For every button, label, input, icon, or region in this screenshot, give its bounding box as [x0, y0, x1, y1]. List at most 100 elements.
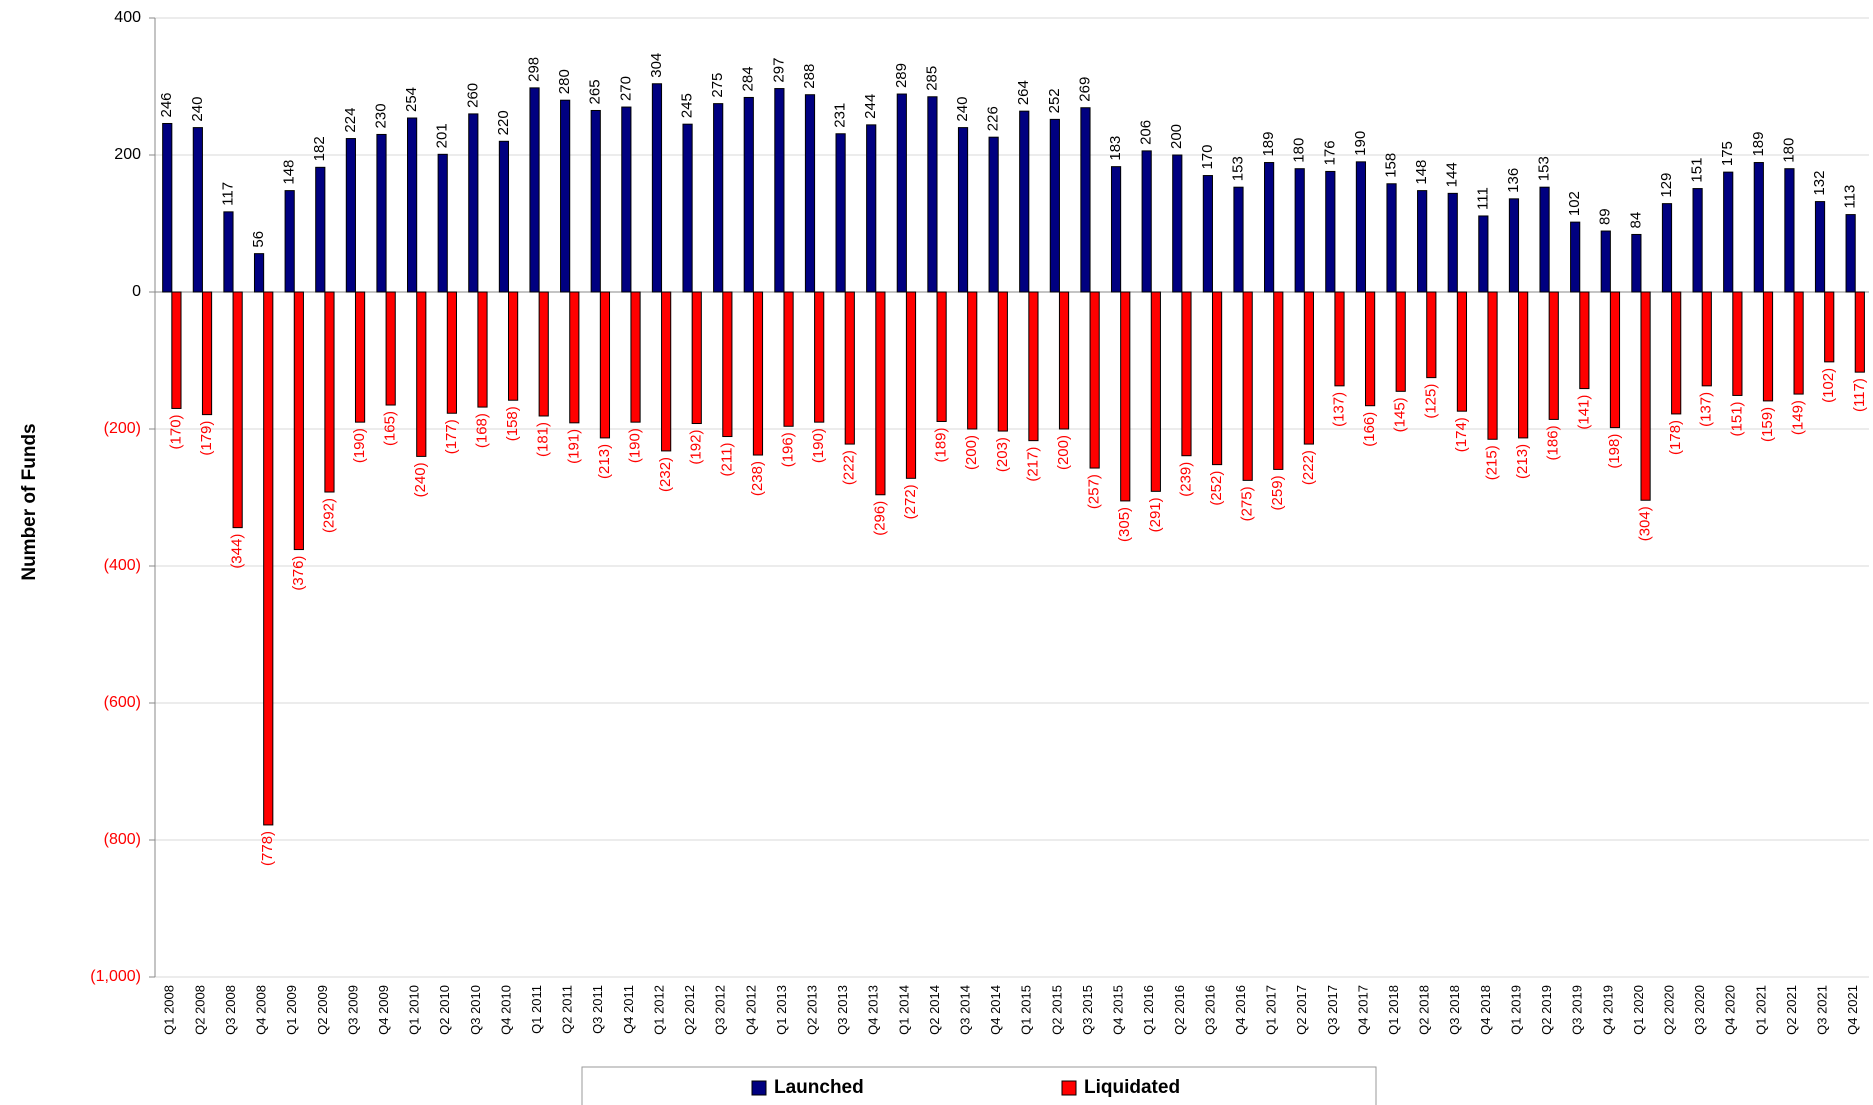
x-tick-label: Q4 2019 [1600, 985, 1615, 1035]
x-tick-label: Q4 2017 [1355, 985, 1370, 1035]
data-label: (170) [167, 414, 184, 449]
data-label: (344) [229, 534, 246, 569]
x-tick-label: Q3 2012 [713, 985, 728, 1035]
data-label: 144 [1444, 162, 1461, 187]
bar [896, 93, 907, 293]
bar [1793, 291, 1804, 395]
data-label: (165) [382, 411, 399, 446]
bar [1355, 161, 1367, 293]
bar [814, 291, 825, 423]
y-tick-label: 400 [114, 9, 141, 26]
data-label: (257) [1086, 474, 1103, 509]
x-tick-label: Q1 2016 [1141, 985, 1156, 1035]
x-tick-label: Q2 2010 [437, 985, 452, 1035]
bar [1273, 291, 1284, 470]
data-label: (376) [290, 556, 307, 591]
bar [1426, 291, 1437, 379]
bar [1181, 291, 1192, 457]
bar [1640, 291, 1651, 501]
bar [376, 133, 387, 293]
y-tick-label: 200 [114, 146, 141, 163]
data-label: 201 [434, 123, 451, 148]
data-label: (158) [504, 406, 521, 441]
data-label: 304 [648, 53, 665, 78]
bar [284, 190, 295, 293]
data-label: 89 [1597, 208, 1614, 225]
data-label: (137) [1698, 392, 1715, 427]
bar [1447, 192, 1458, 293]
bar [446, 291, 457, 414]
legend-swatch [1061, 1080, 1077, 1096]
x-tick-label: Q3 2008 [223, 985, 238, 1035]
x-tick-label: Q1 2018 [1386, 985, 1401, 1035]
data-label: 284 [740, 66, 757, 91]
bar [1692, 188, 1703, 293]
data-label: (200) [1055, 435, 1072, 470]
data-label: (259) [1269, 475, 1286, 510]
bar [1814, 201, 1826, 293]
bar [967, 291, 978, 430]
bar [324, 291, 335, 493]
bar [621, 106, 632, 293]
data-label: 206 [1138, 120, 1155, 145]
data-label: (304) [1637, 506, 1654, 541]
bar [997, 291, 1008, 432]
data-label: 220 [495, 110, 512, 135]
x-tick-label: Q1 2014 [896, 985, 911, 1035]
bar [1386, 183, 1397, 293]
data-label: (196) [780, 432, 797, 467]
data-label: (177) [443, 419, 460, 454]
x-tick-label: Q1 2011 [529, 985, 544, 1034]
data-label: 245 [679, 93, 696, 118]
bar [1487, 291, 1498, 440]
data-label: 231 [832, 103, 849, 128]
data-label: (181) [535, 422, 552, 457]
bar [1845, 214, 1856, 293]
data-label: (213) [596, 444, 613, 479]
data-label: 285 [923, 66, 940, 91]
data-label: 84 [1627, 212, 1644, 229]
bar [232, 291, 243, 529]
y-tick-label: (1,000) [90, 968, 141, 985]
x-tick-label: Q1 2015 [1019, 985, 1034, 1035]
bar [1417, 190, 1428, 293]
x-tick-label: Q3 2011 [590, 985, 605, 1034]
bar [1325, 170, 1336, 293]
data-label: 175 [1719, 141, 1736, 166]
bar [560, 99, 571, 293]
data-label: (168) [473, 413, 490, 448]
x-tick-label: Q4 2016 [1233, 985, 1248, 1035]
bar [315, 166, 326, 293]
data-label: (102) [1820, 368, 1837, 403]
x-tick-label: Q2 2021 [1784, 985, 1799, 1035]
x-tick-label: Q2 2009 [315, 985, 330, 1035]
bar [508, 291, 519, 401]
data-label: 148 [281, 160, 298, 185]
data-label: (217) [1024, 447, 1041, 482]
bar [844, 291, 855, 445]
x-tick-label: Q1 2021 [1753, 985, 1768, 1035]
bar [783, 291, 794, 427]
data-label: (215) [1484, 445, 1501, 480]
data-label: (179) [198, 421, 215, 456]
data-label: 180 [1780, 138, 1797, 163]
data-label: 264 [1015, 80, 1032, 105]
data-label: (151) [1728, 401, 1745, 436]
x-tick-label: Q2 2013 [804, 985, 819, 1035]
x-tick-label: Q2 2019 [1539, 985, 1554, 1035]
bar [1824, 291, 1835, 363]
bar [1854, 291, 1865, 373]
bar [804, 94, 816, 293]
bar [407, 117, 418, 293]
bar [1049, 118, 1060, 293]
bar [263, 291, 274, 826]
bar [1120, 291, 1131, 502]
bar [599, 291, 611, 439]
data-label: (305) [1116, 507, 1133, 542]
bar [743, 96, 754, 293]
bar [1058, 291, 1070, 430]
bar [416, 291, 427, 457]
data-label: 189 [1750, 132, 1767, 157]
data-label: 254 [403, 87, 420, 112]
